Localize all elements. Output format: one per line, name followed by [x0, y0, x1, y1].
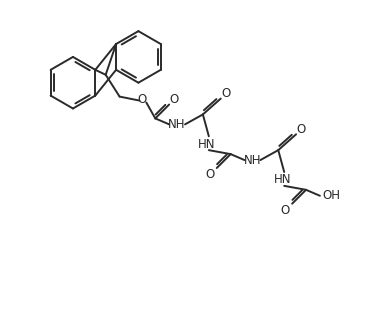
Text: O: O [280, 204, 290, 217]
Text: O: O [221, 87, 230, 100]
Text: O: O [296, 123, 306, 136]
Text: O: O [205, 168, 215, 181]
Text: HN: HN [198, 138, 216, 151]
Text: NH: NH [169, 118, 186, 131]
Text: NH: NH [244, 154, 261, 167]
Text: O: O [138, 93, 147, 106]
Text: O: O [170, 93, 179, 106]
Text: OH: OH [323, 189, 341, 202]
Text: HN: HN [273, 173, 291, 186]
